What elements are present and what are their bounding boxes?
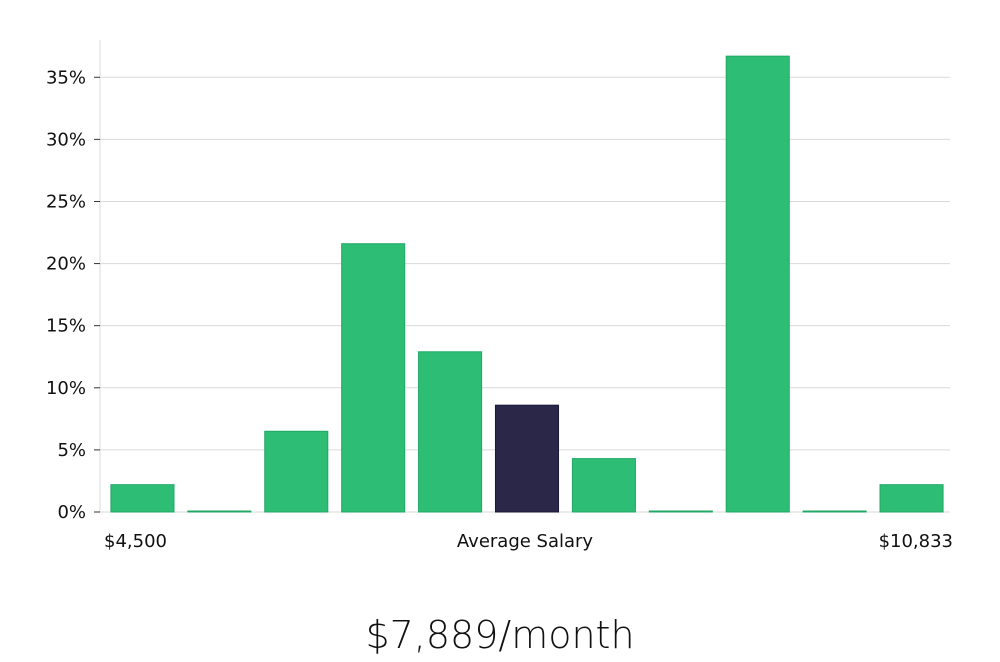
bar [802, 510, 867, 513]
y-tick-label: 10% [46, 378, 86, 399]
y-tick-label: 25% [46, 191, 86, 212]
grid-layer [100, 76, 950, 513]
bar [648, 510, 713, 513]
bar-layer [110, 55, 944, 513]
y-tick-label: 35% [46, 67, 86, 88]
y-tick-label: 5% [57, 440, 86, 461]
bar [879, 484, 944, 513]
y-tick-label: 0% [57, 502, 86, 523]
x-axis-max-label: $10,833 [879, 531, 953, 552]
bar [264, 430, 329, 513]
axis-layer: 0% 5% 10% 15% 20% 25% 30% 35% [46, 40, 101, 523]
y-tick-label: 20% [46, 254, 86, 275]
average-salary-value: $7,889/month [365, 613, 635, 657]
bar [341, 243, 406, 513]
chart-svg: 0% 5% 10% 15% 20% 25% 30% 35% $4,500 Average Sa… [46, 40, 953, 552]
x-axis-min-label: $4,500 [104, 531, 167, 552]
bar-average-salary [494, 404, 560, 513]
bar [725, 55, 790, 513]
bar [187, 510, 252, 513]
bar [571, 458, 636, 513]
y-tick-label: 15% [46, 316, 86, 337]
bar [418, 351, 483, 513]
x-axis-center-label: Average Salary [457, 531, 594, 552]
bar [110, 484, 175, 513]
y-tick-label: 30% [46, 129, 86, 150]
